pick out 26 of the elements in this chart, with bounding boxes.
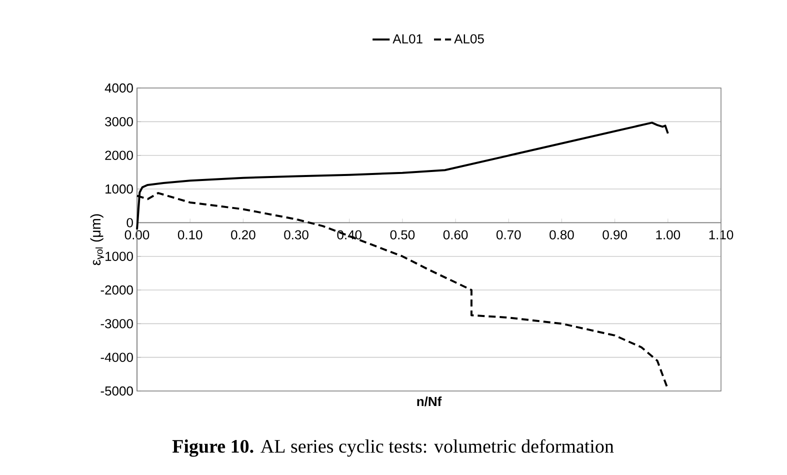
y-tick-label: 1000 [106, 184, 133, 194]
y-tick-label: 4000 [104, 83, 133, 93]
y-tick-label: 2000 [105, 150, 133, 160]
y-tick-label: -1000 [100, 252, 133, 261]
x-axis-title: n/Nf [417, 396, 442, 406]
x-tick-label: 1.00 [656, 230, 680, 240]
y-tick-label: -5000 [100, 386, 133, 396]
x-tick-label: 1.10 [709, 230, 734, 240]
x-tick-label: 0.20 [231, 230, 256, 240]
x-tick-label: 0.10 [178, 230, 202, 240]
legend-label: AL05 [454, 34, 484, 44]
text: Figure 10. AL series cyclic tests: volumetric deformation [172, 439, 614, 457]
x-tick-label: 0.90 [602, 230, 627, 240]
x-tick-label: 0.00 [124, 230, 150, 240]
x-tick-label: 0.50 [390, 230, 415, 240]
x-tick-label: 0.30 [284, 230, 308, 240]
y-tick-label: -3000 [100, 319, 133, 328]
y-axis-title: ε$_{vol}$ (μm) [90, 214, 104, 266]
legend-label: AL01 [392, 34, 422, 44]
y-tick-label: 0 [126, 218, 133, 228]
y-tick-label: -4000 [100, 352, 133, 362]
y-tick-label: 3000 [105, 117, 133, 126]
y-tick-label: -2000 [100, 285, 133, 295]
x-tick-label: 0.60 [443, 230, 468, 240]
x-tick-label: 0.70 [496, 230, 521, 240]
x-tick-label: 0.80 [550, 230, 574, 240]
